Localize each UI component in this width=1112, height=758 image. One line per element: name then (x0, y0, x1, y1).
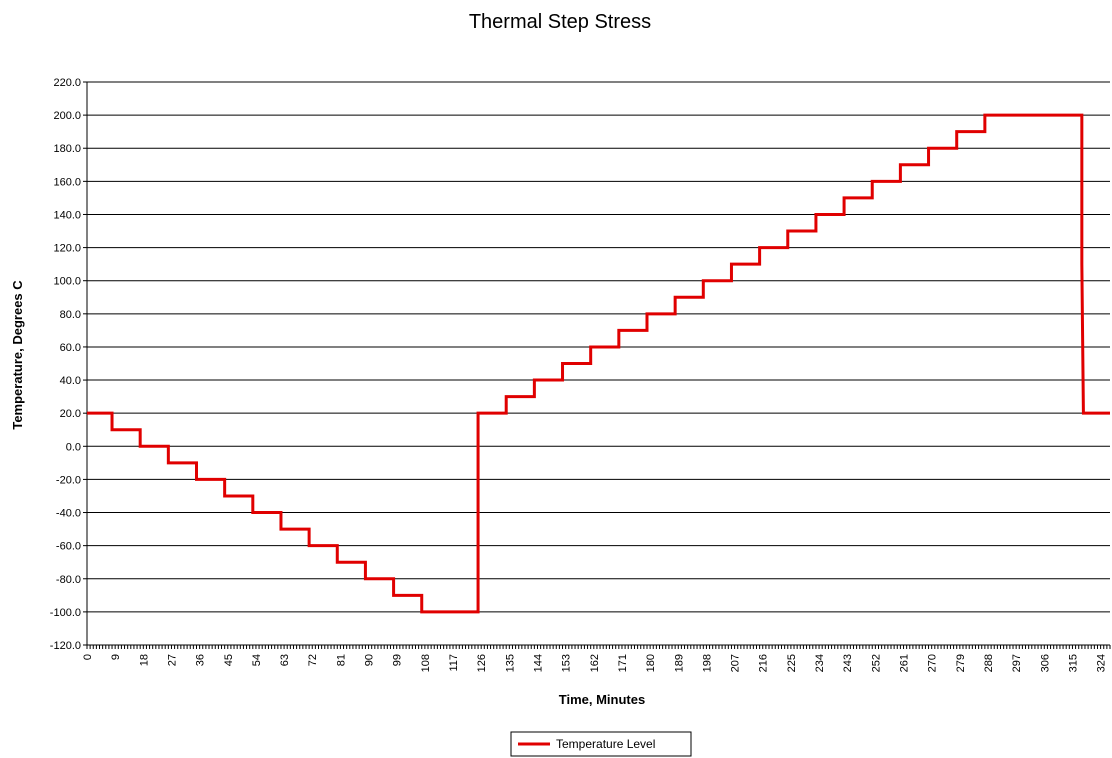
x-tick-label: 243 (842, 654, 854, 672)
x-tick-label: 117 (448, 654, 460, 672)
x-axis-title: Time, Minutes (559, 692, 645, 707)
x-tick-label: 225 (786, 654, 798, 672)
y-tick-label: 200.0 (53, 110, 81, 122)
x-tick-label: 18 (138, 654, 150, 666)
x-tick-label: 216 (758, 654, 770, 672)
y-tick-label: 220.0 (53, 77, 81, 89)
x-axis-ticks: 0 9 18 27 36 45 54 63 72 81 90 99 108 117 126 135 144 153… (82, 654, 1108, 672)
x-tick-label: 99 (392, 654, 404, 666)
x-tick-label: 180 (645, 654, 657, 672)
x-tick-label: 144 (532, 654, 544, 672)
x-tick-label: 63 (279, 654, 291, 666)
x-tick-label: 0 (82, 654, 94, 660)
x-tick-label: 162 (589, 654, 601, 672)
x-tick-label: 153 (561, 654, 573, 672)
x-tick-label: 252 (870, 654, 882, 672)
y-tick-label: 120.0 (53, 243, 81, 255)
x-tick-label: 27 (166, 654, 178, 666)
y-tick-label: -120.0 (50, 640, 81, 652)
y-tick-label: 140.0 (53, 209, 81, 221)
x-tick-label: 72 (307, 654, 319, 666)
y-tick-label: 80.0 (60, 309, 81, 321)
y-axis-title: Temperature, Degrees C (10, 280, 25, 430)
y-tick-label: 40.0 (60, 375, 81, 387)
series-line-temperature-level (87, 113, 1110, 614)
y-tick-label: -60.0 (56, 541, 81, 553)
x-tick-label: 198 (701, 654, 713, 672)
y-tick-label: 160.0 (53, 176, 81, 188)
y-tick-label: -20.0 (56, 474, 81, 486)
x-tick-label: 54 (251, 654, 263, 666)
legend: Temperature Level (510, 731, 692, 757)
x-tick-label: 90 (364, 654, 376, 666)
x-tick-label: 36 (195, 654, 207, 666)
x-tick-label: 207 (730, 654, 742, 672)
series-layer (87, 113, 1110, 614)
x-tick-label: 45 (223, 654, 235, 666)
x-tick-label: 171 (617, 654, 629, 672)
y-tick-label: 20.0 (60, 408, 81, 420)
x-axis-minor-ticks (86, 645, 1111, 649)
x-tick-label: 108 (420, 654, 432, 672)
x-tick-label: 288 (983, 654, 995, 672)
x-tick-label: 279 (955, 654, 967, 672)
y-tick-label: 0.0 (66, 441, 81, 453)
x-tick-label: 315 (1067, 654, 1079, 672)
y-tick-label: -100.0 (50, 607, 81, 619)
x-tick-label: 189 (673, 654, 685, 672)
x-tick-label: 270 (927, 654, 939, 672)
y-tick-label: 180.0 (53, 143, 81, 155)
y-tick-label: 100.0 (53, 276, 81, 288)
x-tick-label: 306 (1039, 654, 1051, 672)
x-tick-label: 234 (814, 654, 826, 672)
legend-box (510, 731, 692, 757)
chart-title: Thermal Step Stress (469, 11, 651, 33)
x-tick-label: 9 (110, 654, 122, 660)
y-tick-label: 60.0 (60, 342, 81, 354)
x-tick-label: 297 (1011, 654, 1023, 672)
legend-label: Temperature Level (556, 737, 655, 751)
x-tick-label: 126 (476, 654, 488, 672)
x-tick-label: 135 (504, 654, 516, 672)
x-tick-label: 261 (899, 654, 911, 672)
x-tick-label: 324 (1096, 654, 1108, 672)
y-axis-ticks: -120.0 -100.0 -80.0 -60.0 -40.0 -20.0 0.0 20.0 4… (50, 77, 87, 652)
x-tick-label: 81 (335, 654, 347, 666)
y-tick-label: -40.0 (56, 508, 81, 520)
y-tick-label: -80.0 (56, 574, 81, 586)
